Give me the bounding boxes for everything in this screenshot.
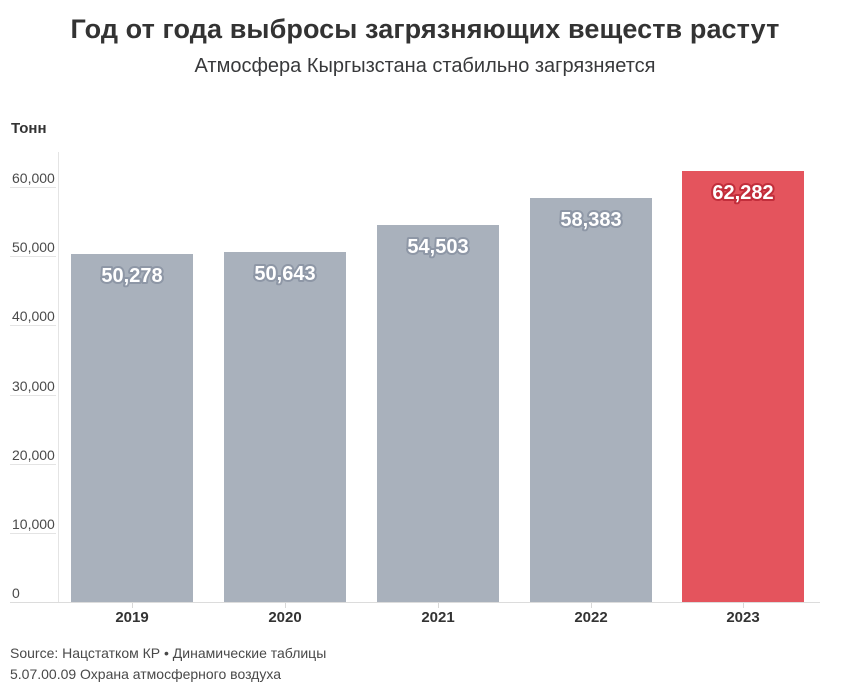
svg-text:58,383: 58,383 — [560, 209, 621, 231]
svg-text:50,278: 50,278 — [101, 265, 162, 287]
svg-text:62,282: 62,282 — [712, 182, 773, 204]
svg-text:50,643: 50,643 — [254, 263, 315, 285]
svg-text:54,503: 54,503 — [407, 236, 468, 258]
